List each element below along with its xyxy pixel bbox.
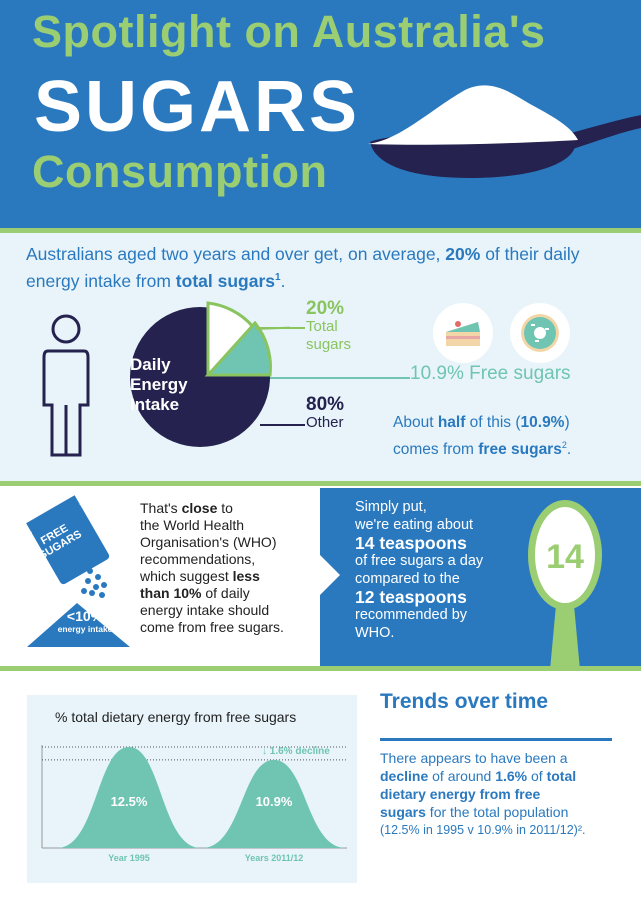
who-text: That's close to the World Health Organis… bbox=[140, 500, 315, 636]
pie-center-line2: Energy bbox=[130, 375, 188, 394]
trend-area-chart: 12.5% Year 1995 10.9% Years 2011/12 bbox=[41, 745, 347, 863]
tsp-l3: 14 teaspoons bbox=[355, 533, 467, 553]
who-t6-bold: than 10% bbox=[140, 585, 202, 601]
trends-p4-end: for the total population bbox=[425, 804, 569, 820]
who-t1-bold: close bbox=[181, 500, 218, 516]
trends-text: There appears to have been a decline of … bbox=[380, 749, 620, 839]
category-label-0: Year 1995 bbox=[108, 853, 150, 863]
donut-icon bbox=[510, 303, 570, 363]
decline-annotation: ↓ 1.6% decline bbox=[262, 746, 330, 757]
half-mid2: ) bbox=[564, 414, 570, 431]
energy-pie-chart bbox=[130, 301, 290, 447]
category-label-1: Years 2011/12 bbox=[245, 853, 304, 863]
half-line2-prefix: comes from bbox=[393, 441, 479, 459]
total-sugars-label-line1: Total bbox=[306, 318, 338, 335]
intro-bold: total sugars bbox=[175, 270, 275, 291]
trends-title: Trends over time bbox=[380, 690, 549, 713]
intro-percent: 20% bbox=[445, 244, 481, 264]
arrow-pointer-icon bbox=[320, 555, 340, 595]
divider-green-3 bbox=[0, 666, 641, 671]
peak-value-label-0: 12.5% bbox=[111, 794, 148, 809]
tsp-l2: we're eating about bbox=[355, 517, 474, 533]
chart-panel bbox=[27, 695, 357, 883]
pie-free-sugars-slice bbox=[204, 320, 272, 377]
who-t8: come from free sugars. bbox=[140, 619, 284, 635]
pile-label-text: energy intake bbox=[57, 624, 113, 634]
tsp-l6: 12 teaspoons bbox=[355, 587, 467, 607]
intro-suffix: . bbox=[280, 270, 286, 291]
total-sugars-label-line2: sugars bbox=[306, 336, 352, 353]
cake-icon bbox=[433, 303, 493, 363]
who-t1-end: to bbox=[217, 500, 233, 516]
peak-value-label-1: 10.9% bbox=[256, 794, 293, 809]
other-percent: 80% bbox=[306, 394, 345, 415]
other-label: 80% Other bbox=[306, 394, 345, 432]
tsp-l1: Simply put, bbox=[355, 499, 427, 515]
title-line-1: Spotlight on Australia's bbox=[32, 6, 546, 57]
half-bold: half bbox=[437, 414, 466, 431]
who-t4: recommendations, bbox=[140, 551, 256, 567]
trends-p2-mid: of around bbox=[428, 768, 496, 784]
tsp-l7: recommended by bbox=[355, 607, 468, 623]
intro-middle: of their daily energy intake from bbox=[26, 244, 580, 291]
total-sugars-percent: 20% bbox=[306, 298, 345, 319]
tsp-l8: WHO. bbox=[355, 625, 395, 641]
divider-green-2 bbox=[0, 481, 641, 486]
total-sugars-label: 20% Total sugars bbox=[306, 298, 352, 354]
person-icon bbox=[42, 314, 90, 457]
trends-p5: (12.5% in 1995 v 10.9% in 2011/12)². bbox=[380, 823, 586, 837]
who-t3: Organisation's (WHO) bbox=[140, 534, 277, 550]
peak-0 bbox=[57, 747, 201, 848]
sugar-spoon-icon bbox=[368, 85, 641, 178]
half-mid: of this ( bbox=[465, 414, 521, 431]
trends-p2-bold: decline bbox=[380, 768, 429, 784]
trends-p2-bold3: total bbox=[546, 768, 577, 784]
who-t5-bold: less bbox=[232, 568, 260, 584]
sugar-bag-icon bbox=[26, 495, 130, 647]
trends-p2-mid2: of bbox=[527, 768, 547, 784]
free-sugars-label-text: 10.9% Free sugars bbox=[410, 363, 571, 384]
who-t2: the World Health bbox=[140, 517, 245, 533]
pile-label: <10% energy intake bbox=[45, 608, 125, 636]
teaspoon-text: Simply put, we're eating about 14 teaspo… bbox=[355, 498, 525, 642]
chart-title: % total dietary energy from free sugars bbox=[55, 709, 297, 725]
trends-p4-bold: sugars bbox=[380, 804, 426, 820]
peak-1 bbox=[202, 759, 346, 848]
who-t1: That's bbox=[140, 500, 182, 516]
pile-percent: <10% bbox=[66, 608, 104, 624]
decline-annotation-text: 1.6% decline bbox=[269, 746, 330, 757]
other-leader-line bbox=[260, 424, 305, 426]
trends-p1: There appears to have been a bbox=[380, 750, 568, 766]
half-suffix: . bbox=[566, 441, 572, 459]
title-line-3: Consumption bbox=[32, 146, 328, 197]
divider-green bbox=[0, 228, 641, 233]
who-t7: energy intake should bbox=[140, 602, 270, 618]
intro-prefix: Australians aged two years and over get,… bbox=[26, 244, 446, 264]
pie-center-label: Daily Energy Intake bbox=[130, 355, 188, 415]
pie-center-line1: Daily bbox=[130, 355, 171, 374]
teaspoon-icon bbox=[528, 500, 602, 670]
tsp-l5: compared to the bbox=[355, 571, 460, 587]
half-footnote: 2 bbox=[561, 440, 567, 450]
tsp-l4: of free sugars a day bbox=[355, 553, 484, 569]
who-t5-pre: which suggest bbox=[140, 568, 233, 584]
trends-p3-bold: dietary energy from free bbox=[380, 786, 541, 802]
pie-leader-lines bbox=[255, 327, 410, 379]
half-from-free-text: About half of this (10.9%) comes from fr… bbox=[393, 412, 633, 461]
down-arrow-icon: ↓ bbox=[262, 746, 267, 757]
free-sugars-label: 10.9% Free sugars bbox=[410, 363, 571, 385]
trends-underline bbox=[380, 738, 612, 741]
trends-p2-bold2: 1.6% bbox=[495, 768, 528, 784]
half-value: 10.9% bbox=[520, 414, 565, 431]
intro-text: Australians aged two years and over get,… bbox=[26, 243, 616, 293]
who-t6-end: of daily bbox=[201, 585, 250, 601]
half-line2-bold: free sugars bbox=[478, 441, 562, 459]
pie-center-line3: Intake bbox=[130, 395, 180, 414]
half-prefix: About bbox=[393, 414, 438, 431]
other-label-text: Other bbox=[306, 414, 344, 431]
intro-footnote: 1 bbox=[275, 272, 281, 283]
title-line-2: SUGARS bbox=[34, 67, 361, 147]
spoon-number: 14 bbox=[546, 538, 584, 576]
